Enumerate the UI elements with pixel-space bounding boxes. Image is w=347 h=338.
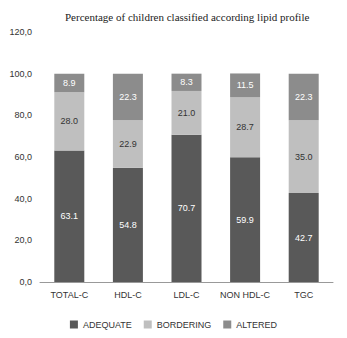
svg-text:59.9: 59.9 <box>236 215 254 225</box>
svg-text:ALTERED: ALTERED <box>236 320 277 330</box>
svg-text:8.9: 8.9 <box>63 78 76 88</box>
svg-text:LDL-C: LDL-C <box>173 290 200 300</box>
svg-text:TOTAL-C: TOTAL-C <box>50 290 88 300</box>
svg-text:8.3: 8.3 <box>180 77 193 87</box>
svg-text:21.0: 21.0 <box>178 108 196 118</box>
svg-text:0,0: 0,0 <box>19 277 32 287</box>
svg-text:HDL-C: HDL-C <box>114 290 142 300</box>
svg-text:120,0: 120,0 <box>9 27 32 37</box>
svg-text:NON HDL-C: NON HDL-C <box>220 290 271 300</box>
svg-text:22.3: 22.3 <box>295 92 313 102</box>
svg-text:20,0: 20,0 <box>14 235 32 245</box>
svg-text:70.7: 70.7 <box>178 203 196 213</box>
svg-text:22.3: 22.3 <box>119 92 137 102</box>
svg-text:TGC: TGC <box>294 290 313 300</box>
svg-text:60,0: 60,0 <box>14 152 32 162</box>
svg-text:11.5: 11.5 <box>237 80 254 90</box>
svg-text:28.7: 28.7 <box>236 122 254 132</box>
svg-text:35.0: 35.0 <box>295 152 313 162</box>
svg-text:28.0: 28.0 <box>61 116 79 126</box>
svg-text:100,0: 100,0 <box>9 69 32 79</box>
svg-text:ADEQUATE: ADEQUATE <box>83 320 132 330</box>
svg-text:54.8: 54.8 <box>119 220 137 230</box>
svg-text:22.9: 22.9 <box>119 139 137 149</box>
svg-text:42.7: 42.7 <box>295 233 313 243</box>
svg-text:63.1: 63.1 <box>61 211 79 221</box>
svg-text:BORDERING: BORDERING <box>157 320 212 330</box>
svg-text:40,0: 40,0 <box>14 194 32 204</box>
svg-text:Percentage of children classif: Percentage of children classified accord… <box>65 11 309 23</box>
svg-text:80,0: 80,0 <box>14 110 32 120</box>
